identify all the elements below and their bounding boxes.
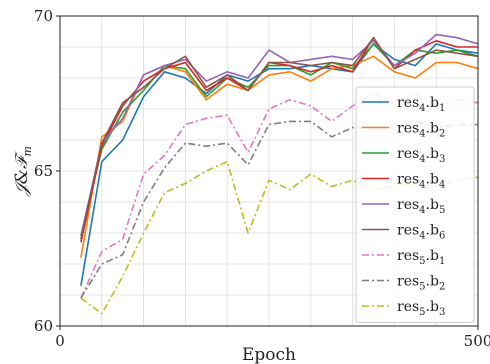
series-line-res4-b6 (80, 36, 479, 240)
x-tick-label: 0 (55, 332, 65, 350)
legend-box (355, 86, 475, 323)
x-tick-label: 500 (464, 332, 490, 350)
y-tick-label: 60 (34, 317, 53, 335)
legend-label: res5.b2 (397, 274, 445, 293)
legend: res4.b1 res4.b2 res4.b3 res4.b4 res4.b5 res4.… (355, 86, 475, 323)
series-line-res4-b4 (80, 36, 478, 243)
y-tick-label: 65 (34, 162, 53, 180)
series-line-res5-b3 (80, 160, 479, 315)
x-axis-title: Epoch (242, 345, 296, 364)
legend-label: res4.b2 (397, 121, 445, 140)
legend-label: res4.b4 (397, 172, 445, 191)
legend-label: res5.b3 (397, 299, 445, 318)
series-line-res4-b1 (80, 43, 479, 286)
y-axis-title: 𝒥&ℱm (12, 146, 34, 197)
y-axis-title-main: 𝒥&ℱ (12, 151, 32, 197)
legend-label: res4.b6 (397, 223, 445, 242)
legend-label: res4.b1 (397, 95, 445, 114)
series-line-res4-b5 (80, 33, 479, 237)
legend-label: res4.b5 (397, 197, 445, 216)
axis-ticks: 0 500 60 65 70 (34, 7, 490, 350)
y-axis-title-sub: m (21, 146, 34, 156)
y-tick-label: 70 (34, 7, 53, 25)
legend-label: res5.b1 (397, 248, 445, 267)
legend-label: res4.b3 (397, 146, 445, 165)
